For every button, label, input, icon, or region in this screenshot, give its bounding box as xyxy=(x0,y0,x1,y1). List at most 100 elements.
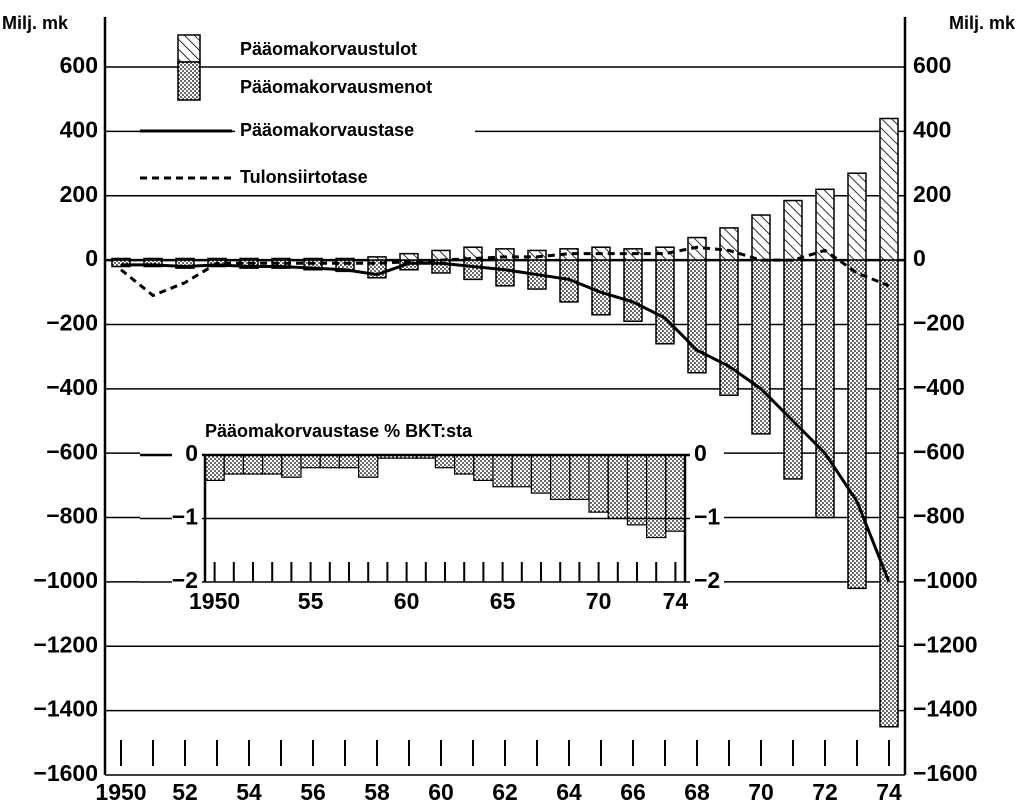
y-tick-label: −1000 xyxy=(33,567,98,593)
y-tick-label: 400 xyxy=(60,116,98,142)
legend-backing xyxy=(235,164,415,192)
inset-y-tick-label: 0 xyxy=(185,440,198,466)
inset-label-backing xyxy=(172,505,202,532)
inset-x-tick-label: 70 xyxy=(586,588,612,614)
inset-bar xyxy=(223,454,244,475)
inset-x-tick-label: 65 xyxy=(490,588,516,614)
bar xyxy=(335,259,355,273)
bar xyxy=(847,172,867,261)
bar xyxy=(495,259,515,287)
inset-bar xyxy=(473,454,494,481)
x-tick-label: 74 xyxy=(876,779,902,805)
y-tick-label: 600 xyxy=(60,52,98,78)
legend-label: Pääomakorvaustulot xyxy=(240,39,417,59)
inset-bar xyxy=(569,454,590,501)
inset-bar xyxy=(242,454,264,475)
inset-bar xyxy=(300,454,321,469)
x-tick-label: 56 xyxy=(300,779,326,805)
inset-bar xyxy=(281,454,302,478)
inset-label-backing xyxy=(690,442,724,468)
bar xyxy=(303,259,323,271)
y2-tick-label: −1200 xyxy=(913,631,978,657)
legend-swatch xyxy=(177,34,201,63)
legend-backing xyxy=(235,117,475,145)
inset-bar xyxy=(645,454,667,539)
inset-bar xyxy=(665,454,686,532)
bar xyxy=(623,259,643,322)
bar xyxy=(687,259,707,374)
y-axis-label: Milj. mk xyxy=(2,13,69,33)
bar xyxy=(719,227,739,261)
inset-x-tick-label: 74 xyxy=(663,588,689,614)
bar xyxy=(591,259,611,316)
x-tick-label: 68 xyxy=(684,779,710,805)
inset-bar xyxy=(588,454,609,513)
x-tick-label: 62 xyxy=(492,779,518,805)
y-tick-label: −600 xyxy=(46,438,98,464)
inset-bar xyxy=(358,454,379,478)
inset-label-backing xyxy=(690,505,724,532)
inset-label-backing xyxy=(172,569,202,595)
x-tick-label: 54 xyxy=(236,779,262,805)
inset-bar xyxy=(492,454,513,488)
inset-bar xyxy=(338,454,360,469)
y2-tick-label: 200 xyxy=(913,181,951,207)
bar xyxy=(463,259,483,281)
bar xyxy=(655,259,675,345)
x-tick-label: 66 xyxy=(620,779,646,805)
y2-tick-label: 400 xyxy=(913,116,951,142)
bar xyxy=(751,259,771,435)
bar xyxy=(495,248,515,261)
bar xyxy=(143,259,163,268)
x-tick-label: 70 xyxy=(748,779,774,805)
inset-x-tick-label: 1950 xyxy=(189,588,240,614)
y-tick-label: −1200 xyxy=(33,631,98,657)
inset-bar xyxy=(204,454,225,481)
x-tick-label: 72 xyxy=(812,779,838,805)
inset-x-tick-label: 55 xyxy=(298,588,324,614)
bar xyxy=(879,259,899,728)
x-tick-label: 1950 xyxy=(95,779,146,805)
bar xyxy=(847,259,867,590)
line xyxy=(121,261,891,583)
y-tick-label: −1600 xyxy=(33,760,98,786)
legend-label: Pääomakorvaustase xyxy=(240,120,414,140)
x-tick-label: 52 xyxy=(172,779,198,805)
bar xyxy=(783,199,803,261)
y2-tick-label: −1000 xyxy=(913,567,978,593)
y-tick-label: 200 xyxy=(60,181,98,207)
x-tick-label: 58 xyxy=(364,779,390,805)
inset-bar xyxy=(530,454,552,494)
line xyxy=(120,245,890,298)
inset-label-backing xyxy=(690,569,724,595)
legend-label: Tulonsiirtotase xyxy=(240,167,368,187)
y2-tick-label: −600 xyxy=(913,438,965,464)
inset-bar xyxy=(607,454,629,520)
y2-tick-label: −400 xyxy=(913,374,965,400)
y2-tick-label: −1400 xyxy=(913,696,978,722)
inset-bar xyxy=(319,454,341,469)
inset-bar xyxy=(434,454,456,469)
inset-bar xyxy=(262,454,283,475)
y2-tick-label: 0 xyxy=(913,245,926,271)
x-tick-label: 64 xyxy=(556,779,582,805)
bar xyxy=(815,259,835,519)
x-tick-label: 60 xyxy=(428,779,454,805)
inset-bar xyxy=(511,454,533,488)
y2-tick-label: 600 xyxy=(913,52,951,78)
bar xyxy=(719,259,739,397)
inset-y-tick-label: −1 xyxy=(172,504,198,530)
inset-title: Pääomakorvaustase % BKT:sta xyxy=(205,421,473,441)
inset-bar xyxy=(549,454,571,501)
bar xyxy=(783,259,803,480)
inset-bar xyxy=(626,454,648,526)
legend-swatch xyxy=(177,61,201,101)
inset-y-tick-label: −2 xyxy=(694,567,720,593)
y2-tick-label: −800 xyxy=(913,503,965,529)
y-tick-label: 0 xyxy=(85,245,98,271)
bar xyxy=(751,214,771,261)
bar xyxy=(175,259,195,269)
inset-y-tick-label: 0 xyxy=(694,440,707,466)
legend-label: Pääomakorvausmenot xyxy=(240,77,432,97)
